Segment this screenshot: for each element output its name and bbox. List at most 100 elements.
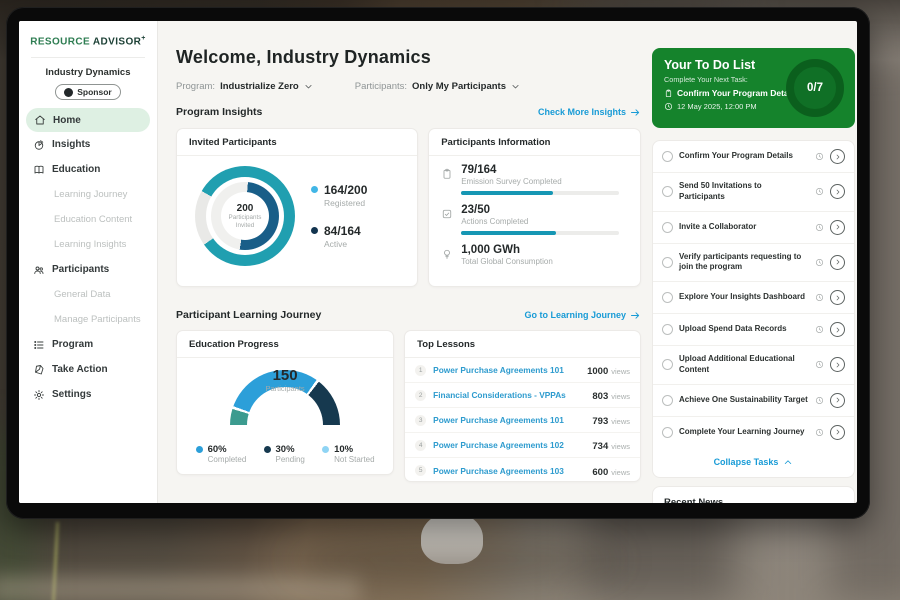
task-open-button[interactable] xyxy=(830,254,845,270)
clock-icon xyxy=(664,102,673,111)
participants-dropdown[interactable]: Participants: Only My Participants xyxy=(355,81,520,92)
sidebar-item-insights[interactable]: Insights xyxy=(19,132,157,157)
task-checkbox[interactable] xyxy=(662,186,673,198)
task-checkbox[interactable] xyxy=(662,426,673,438)
task-open-button[interactable] xyxy=(830,322,845,338)
collapse-tasks-link[interactable]: Collapse Tasks xyxy=(653,448,854,477)
lesson-link[interactable]: Financial Considerations - VPPAs xyxy=(433,390,566,400)
actions-icon xyxy=(443,209,452,219)
task-row-upload-spend-data[interactable]: Upload Spend Data Records xyxy=(653,313,854,345)
progress-bar xyxy=(461,191,620,195)
card-title: Top Lessons xyxy=(405,331,640,358)
clock-icon xyxy=(816,361,823,369)
task-open-button[interactable] xyxy=(830,290,845,306)
lesson-views: 1000 xyxy=(587,366,609,377)
task-checkbox[interactable] xyxy=(662,394,673,406)
task-checkbox[interactable] xyxy=(662,256,673,268)
task-open-button[interactable] xyxy=(830,424,845,440)
lesson-link[interactable]: Power Purchase Agreements 101 xyxy=(433,415,564,425)
program-dropdown[interactable]: Program: Industrialize Zero xyxy=(176,81,313,92)
chevron-right-icon xyxy=(836,189,839,195)
legend-dot xyxy=(263,446,271,453)
card-title: Invited Participants xyxy=(177,129,418,156)
link-label: Check More Insights xyxy=(537,107,626,117)
chevron-right-icon xyxy=(836,295,839,301)
sidebar-item-general-data[interactable]: General Data xyxy=(19,282,157,307)
lesson-rank: 5 xyxy=(415,465,427,476)
clock-icon xyxy=(816,396,823,404)
sidebar-nav: Home Insights Education Learning Journey xyxy=(19,108,157,407)
sidebar-item-education[interactable]: Education xyxy=(19,157,157,182)
recent-news-card: Recent News xyxy=(652,485,855,503)
stat-label: Emission Survey Completed xyxy=(461,177,562,186)
invited-donut-chart: 200 Participants Invited xyxy=(195,166,295,266)
task-open-button[interactable] xyxy=(830,149,845,164)
todo-counter: 0/7 xyxy=(807,82,823,94)
task-row-achieve-sustainability-target[interactable]: Achieve One Sustainability Target xyxy=(653,383,854,416)
todo-progress-ring: 0/7 xyxy=(786,59,844,117)
lesson-row: 1 Power Purchase Agreements 101 1000 view… xyxy=(405,358,640,383)
sidebar-item-settings[interactable]: Settings xyxy=(19,382,157,407)
task-row-explore-insights[interactable]: Explore Your Insights Dashboard xyxy=(653,281,854,313)
legend-label: Not Started xyxy=(334,455,375,464)
task-label: Verify participants requesting to join t… xyxy=(679,251,802,272)
stat-value: 79/164 xyxy=(461,164,497,176)
stat-value: 1,000 GWh xyxy=(461,244,521,256)
task-checkbox[interactable] xyxy=(662,359,673,371)
task-open-button[interactable] xyxy=(830,357,845,373)
sidebar-item-manage-participants[interactable]: Manage Participants xyxy=(19,307,157,332)
sponsor-badge[interactable]: Sponsor xyxy=(55,84,121,101)
go-to-learning-journey-link[interactable]: Go to Learning Journey xyxy=(524,310,641,320)
task-row-upload-educational-content[interactable]: Upload Additional Educational Content xyxy=(653,345,854,384)
lesson-row: 5 Power Purchase Agreements 103 600 views xyxy=(405,458,640,483)
sidebar-item-learning-journey[interactable]: Learning Journey xyxy=(19,182,157,207)
sidebar-item-education-content[interactable]: Education Content xyxy=(19,207,157,232)
chevron-down-icon xyxy=(305,85,312,89)
legend-completed: 60% Completed xyxy=(195,444,246,464)
chevron-right-icon xyxy=(836,224,839,230)
filters-row: Program: Industrialize Zero Participants… xyxy=(176,81,641,92)
gauge-center-value: 150 xyxy=(272,367,298,384)
task-open-button[interactable] xyxy=(830,184,845,200)
chevron-up-icon xyxy=(785,460,792,464)
donut-center-label: 200 Participants Invited xyxy=(195,166,295,266)
lesson-views: 600 xyxy=(592,466,609,478)
task-open-button[interactable] xyxy=(830,392,845,408)
legend-label: Active xyxy=(324,239,348,249)
lesson-link[interactable]: Power Purchase Agreements 102 xyxy=(433,440,564,450)
task-checkbox[interactable] xyxy=(662,324,673,336)
check-more-insights-link[interactable]: Check More Insights xyxy=(538,107,641,117)
organization-name: Industry Dynamics xyxy=(45,67,131,79)
legend-value: 60% xyxy=(207,444,227,455)
task-checkbox[interactable] xyxy=(662,292,673,304)
sidebar-item-learning-insights[interactable]: Learning Insights xyxy=(19,232,157,257)
chevron-right-icon xyxy=(836,362,839,368)
legend-dot xyxy=(311,186,318,193)
lightbulb-icon xyxy=(444,249,451,259)
sidebar-item-program[interactable]: Program xyxy=(19,332,157,357)
task-row-verify-participants[interactable]: Verify participants requesting to join t… xyxy=(653,242,854,282)
lesson-link[interactable]: Power Purchase Agreements 101 xyxy=(433,365,564,375)
stat-label: Actions Completed xyxy=(461,217,529,226)
chevron-right-icon xyxy=(836,260,839,265)
lesson-views: 734 xyxy=(592,441,609,452)
sidebar-item-take-action[interactable]: Take Action xyxy=(19,357,157,382)
clock-icon xyxy=(816,294,823,302)
clock-icon xyxy=(816,326,823,334)
task-row-send-invitations[interactable]: Send 50 Invitations to Participants xyxy=(653,172,854,211)
task-checkbox[interactable] xyxy=(662,221,673,233)
lesson-link[interactable]: Power Purchase Agreements 103 xyxy=(433,465,564,476)
todo-next-task: Confirm Your Program Details xyxy=(664,88,843,98)
task-row-complete-learning-journey[interactable]: Complete Your Learning Journey xyxy=(653,415,854,448)
task-open-button[interactable] xyxy=(830,219,845,235)
sidebar-item-participants[interactable]: Participants xyxy=(19,257,157,282)
stat-actions-completed: 23/50 Actions Completed xyxy=(441,204,626,235)
gauge-hole xyxy=(247,387,324,463)
task-checkbox[interactable] xyxy=(662,151,673,162)
clipboard-icon xyxy=(665,89,672,97)
task-row-invite-collaborator[interactable]: Invite a Collaborator xyxy=(653,210,854,243)
todo-task-list: Confirm Your Program Details Send 50 Inv… xyxy=(652,140,855,478)
task-row-confirm-program[interactable]: Confirm Your Program Details xyxy=(653,141,854,172)
sidebar-item-home[interactable]: Home xyxy=(26,108,150,133)
task-label: Upload Spend Data Records xyxy=(679,324,787,334)
